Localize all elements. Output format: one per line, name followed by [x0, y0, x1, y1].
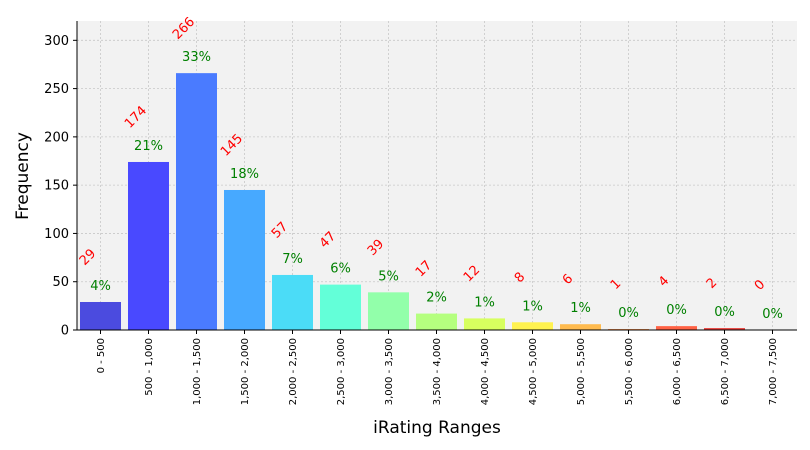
x-tick-label: 3,500 - 4,000 [432, 338, 443, 405]
x-tick-label: 1,500 - 2,000 [240, 338, 251, 405]
x-tick-label: 5,500 - 6,000 [624, 338, 635, 405]
bar [704, 328, 745, 330]
bar [560, 324, 601, 330]
percent-label: 21% [134, 139, 163, 154]
percent-label: 1% [522, 299, 543, 314]
percent-label: 0% [666, 303, 687, 318]
y-tick-label: 100 [44, 227, 69, 242]
y-tick-label: 200 [44, 130, 69, 145]
y-ticks: 0 50 100 150 200 250 300 [44, 34, 77, 339]
bar [320, 284, 361, 330]
bar [464, 318, 505, 330]
x-axis-title: iRating Ranges [373, 418, 501, 438]
x-tick-label: 0 - 500 [96, 338, 107, 373]
x-tick-label: 7,000 - 7,500 [768, 338, 779, 405]
percent-label: 0% [762, 307, 783, 322]
y-tick-label: 250 [44, 82, 69, 97]
bar [80, 301, 121, 330]
x-tick-label: 6,500 - 7,000 [720, 338, 731, 405]
x-tick-label: 4,000 - 4,500 [480, 338, 491, 405]
bar [512, 322, 553, 330]
y-axis-title: Frequency [13, 132, 33, 220]
bars [80, 73, 745, 331]
x-tick-label: 1,000 - 1,500 [192, 338, 203, 405]
x-tick-label: 4,500 - 5,000 [528, 338, 539, 405]
bar [656, 326, 697, 330]
bar [224, 189, 265, 330]
y-tick-label: 0 [61, 324, 69, 339]
bar [272, 274, 313, 330]
percent-label: 0% [618, 306, 639, 321]
y-tick-label: 50 [52, 275, 69, 290]
percent-label: 2% [426, 291, 447, 306]
percent-label: 5% [378, 269, 399, 284]
percent-label: 6% [330, 262, 351, 277]
x-tick-label: 3,000 - 3,500 [384, 338, 395, 405]
x-tick-label: 500 - 1,000 [144, 338, 155, 396]
bar [368, 292, 409, 330]
y-tick-label: 300 [44, 34, 69, 49]
percent-label: 1% [474, 295, 495, 310]
y-tick-label: 150 [44, 179, 69, 194]
percent-label: 7% [282, 252, 303, 267]
bar [416, 313, 457, 330]
x-tick-label: 5,000 - 5,500 [576, 338, 587, 405]
x-tick-label: 6,000 - 6,500 [672, 338, 683, 405]
x-tick-label: 2,000 - 2,500 [288, 338, 299, 405]
x-tick-label: 2,500 - 3,000 [336, 338, 347, 405]
bar [128, 161, 169, 330]
percent-label: 1% [570, 301, 591, 316]
percent-label: 33% [182, 50, 211, 65]
percent-label: 18% [230, 167, 259, 182]
percent-label: 0% [714, 305, 735, 320]
percent-label: 4% [90, 279, 111, 294]
bar [176, 73, 217, 331]
x-ticks: 0 - 500 500 - 1,000 1,000 - 1,500 1,500 - 2… [96, 330, 779, 405]
